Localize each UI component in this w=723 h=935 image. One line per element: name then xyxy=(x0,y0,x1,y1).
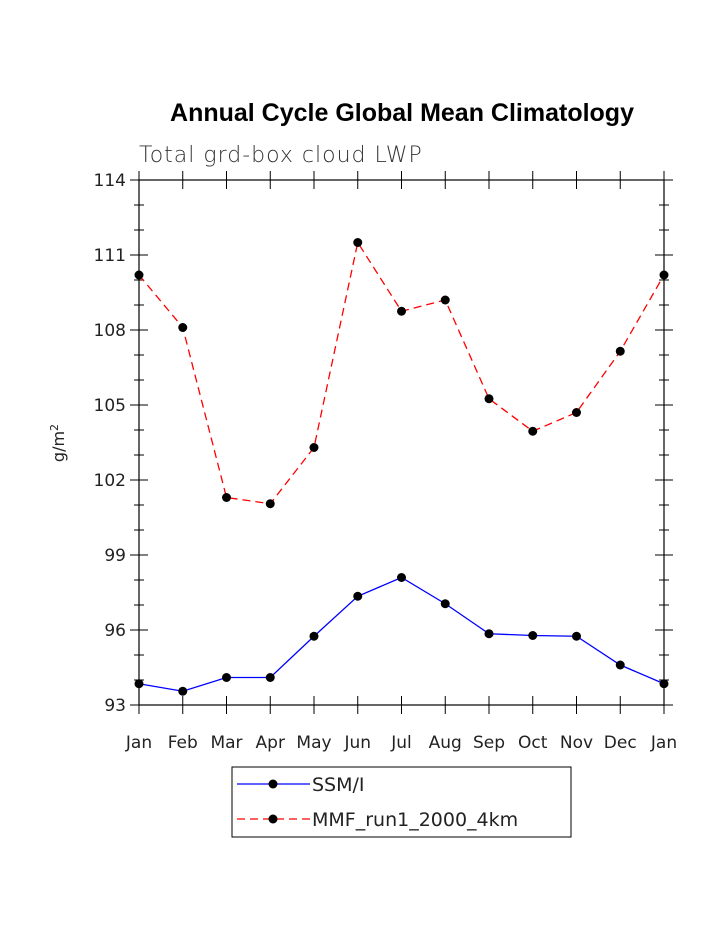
x-tick-label: Feb xyxy=(168,733,198,753)
series-0-point xyxy=(484,629,494,639)
y-tick-label: 93 xyxy=(104,696,126,716)
series-0-point xyxy=(440,599,450,609)
series-0-point xyxy=(178,686,188,696)
series-0-point xyxy=(528,631,538,640)
legend-marker-1 xyxy=(268,814,278,824)
chart-title: Annual Cycle Global Mean Climatology xyxy=(170,99,634,127)
series-1-point xyxy=(615,346,625,356)
series-1-point xyxy=(265,499,275,509)
series-1-point xyxy=(659,270,669,280)
legend-marker-0 xyxy=(268,779,278,789)
y-tick-label: 102 xyxy=(94,471,126,491)
y-axis-label: g/m2 xyxy=(48,424,68,462)
y-tick-label: 108 xyxy=(94,321,126,341)
series-1-point xyxy=(397,306,406,316)
x-tick-label: Aug xyxy=(429,733,462,753)
plot-border xyxy=(138,179,665,706)
x-tick-label: Sep xyxy=(473,733,505,753)
y-axis-label-superscript: 2 xyxy=(48,424,61,431)
series-0-point xyxy=(397,573,406,582)
series-1-point xyxy=(440,295,450,305)
x-tick-label: Nov xyxy=(560,733,593,753)
y-tick-label: 111 xyxy=(94,246,126,266)
series-0-point xyxy=(572,631,581,641)
series-1-point xyxy=(178,323,188,332)
plot-frame xyxy=(138,179,665,706)
series-0-point xyxy=(353,591,363,601)
series-line-0 xyxy=(138,576,665,692)
y-tick-label: 99 xyxy=(104,546,126,566)
x-tick-label: Oct xyxy=(518,733,548,753)
series-0-point xyxy=(265,673,275,682)
y-axis-label-unit: g/m xyxy=(49,431,68,462)
x-tick-label: Mar xyxy=(210,733,242,753)
x-tick-label: Jan xyxy=(125,733,152,753)
series-0-point xyxy=(222,673,231,682)
series-1-point xyxy=(528,426,538,436)
y-tick-label: 114 xyxy=(94,171,126,191)
series-layer xyxy=(134,238,669,696)
series-line-1 xyxy=(138,240,665,505)
x-tick-label: Jul xyxy=(390,733,412,753)
series-1-point xyxy=(222,493,231,502)
series-0-point xyxy=(134,679,144,689)
legend-label-1: MMF_run1_2000_4km xyxy=(312,809,518,831)
y-tick-label: 105 xyxy=(94,396,126,416)
series-1-point xyxy=(484,394,494,404)
x-tick-label: Apr xyxy=(256,733,285,753)
legend-box xyxy=(231,766,572,838)
x-tick-label: May xyxy=(296,733,331,753)
x-tick-label: Jun xyxy=(343,733,371,753)
y-tick-label: 96 xyxy=(104,621,126,641)
y-axis: 93 96 99 102 105 108 111 114 xyxy=(94,171,673,716)
x-tick-label: Jan xyxy=(650,733,677,753)
series-0-point xyxy=(309,631,319,641)
series-1-point xyxy=(572,408,581,417)
chart-subtitle: Total grd-box cloud LWP xyxy=(139,143,423,168)
series-0-point xyxy=(615,660,625,670)
series-1-point xyxy=(353,238,363,247)
legend-label-0: SSM/I xyxy=(312,774,365,796)
series-1-point xyxy=(309,443,319,452)
x-tick-label: Dec xyxy=(604,733,637,753)
series-0-point xyxy=(659,679,669,689)
x-axis: Jan Feb Mar Apr May Jun Jul Aug Sep Oct Nov Dec Jan xyxy=(125,171,677,753)
legend: SSM/I MMF_run1_2000_4km xyxy=(231,766,572,838)
series-1-point xyxy=(134,270,144,280)
